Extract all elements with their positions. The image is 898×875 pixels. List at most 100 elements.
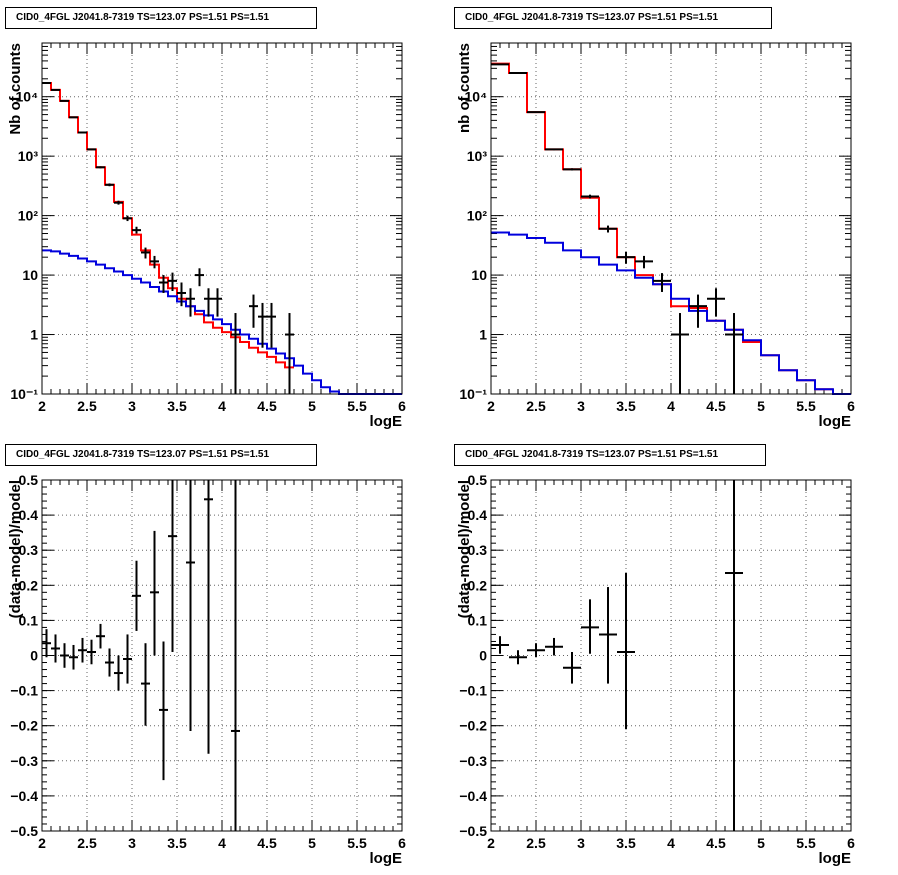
- data-point: [707, 288, 725, 317]
- x-axis-title: logE: [819, 850, 852, 867]
- x-tick-label: 4: [667, 398, 675, 414]
- data-point: [725, 313, 743, 394]
- data-point: [581, 599, 599, 654]
- data-point: [545, 148, 563, 151]
- counts-chart-left: 2 2.5 3 3.5 4 4.5 5 5.5 6 10⁻¹ 1 10 10² 10³ 10⁴ logE Nb …: [7, 42, 406, 430]
- x-tick-label: 2: [38, 398, 46, 414]
- x-tick-label: 3.5: [167, 398, 187, 414]
- x-tick-label: 4.5: [706, 398, 726, 414]
- y-tick-label: −0.4: [459, 788, 487, 804]
- y-tick-label: −0.5: [459, 823, 487, 839]
- x-tick-label: 2: [487, 398, 495, 414]
- data-point: [635, 255, 653, 269]
- data-point: [563, 168, 581, 171]
- x-tick-label: 4.5: [706, 835, 726, 851]
- data-point: [150, 255, 159, 269]
- y-tick-label: −0.1: [10, 683, 38, 699]
- data-point: [168, 480, 177, 652]
- x-tick-label: 5.5: [347, 398, 367, 414]
- data-point: [671, 313, 689, 394]
- plot-frame: [41, 42, 403, 395]
- data-point: [96, 166, 105, 169]
- x-tick-label: 3: [577, 835, 585, 851]
- data-point: [204, 288, 213, 317]
- y-tick-label: 0.1: [19, 612, 39, 628]
- data-point: [267, 302, 276, 348]
- data-point: [617, 251, 635, 264]
- data-point: [231, 480, 240, 831]
- x-tick-label: 4: [218, 398, 226, 414]
- y-tick-label: 10⁴: [465, 89, 488, 105]
- pad-bottom-left: 2 2.5 3 3.5 4 4.5 5 5.5 6 −0.5 −0.4 −0.3 −0.2 −0.1 0 0.…: [0, 437, 449, 875]
- x-axis-title: logE: [370, 413, 403, 430]
- x-tick-label: 5.5: [796, 835, 816, 851]
- data-point: [159, 641, 168, 781]
- x-tick-label: 5: [308, 835, 316, 851]
- data-point: [159, 275, 168, 293]
- y-tick-label: 0.4: [19, 507, 39, 523]
- x-tick-label: 3: [128, 835, 136, 851]
- data-point: [599, 587, 617, 684]
- x-tick-label: 3.5: [616, 398, 636, 414]
- data-point: [141, 643, 150, 726]
- y-tick-label: −0.4: [10, 788, 38, 804]
- y-tick-label: 0.2: [19, 577, 39, 593]
- counts-chart-right: 2 2.5 3 3.5 4 4.5 5 5.5 6 10⁻¹ 1 10 10² 10³ 10⁴ logE nb …: [456, 42, 855, 430]
- data-point: [69, 116, 78, 119]
- data-point: [96, 623, 105, 649]
- chart-title: CID0_4FGL J2041.8-7319 TS=123.07 PS=1.51…: [5, 7, 317, 29]
- x-tick-label: 5: [757, 835, 765, 851]
- x-tick-label: 2.5: [526, 835, 546, 851]
- data-point: [123, 634, 132, 684]
- data-point: [51, 88, 60, 91]
- data-point: [168, 272, 177, 291]
- data-point: [69, 644, 78, 670]
- data-point: [527, 111, 545, 114]
- data-point: [186, 288, 195, 317]
- y-tick-label: −0.2: [10, 718, 38, 734]
- y-tick-label: −0.3: [459, 753, 487, 769]
- data-point: [114, 200, 123, 205]
- y-tick-label: 10⁻¹: [459, 386, 487, 402]
- x-tick-label: 6: [398, 835, 406, 851]
- x-tick-label: 6: [847, 835, 855, 851]
- x-tick-label: 4: [667, 835, 675, 851]
- y-tick-label: −0.2: [459, 718, 487, 734]
- data-point: [177, 282, 186, 307]
- y-tick-label: −0.5: [10, 823, 38, 839]
- x-tick-label: 3.5: [616, 835, 636, 851]
- data-point: [105, 183, 114, 187]
- data-point: [249, 294, 258, 328]
- x-tick-label: 2: [38, 835, 46, 851]
- data-point: [725, 480, 743, 831]
- data-point: [285, 313, 294, 394]
- y-tick-label: 10: [471, 267, 487, 283]
- data-point: [123, 215, 132, 222]
- data-point: [132, 226, 141, 234]
- data-point: [87, 639, 96, 665]
- y-tick-label: 0.3: [19, 542, 39, 558]
- chart-title: CID0_4FGL J2041.8-7319 TS=123.07 PS=1.51…: [454, 444, 766, 466]
- x-tick-label: 6: [847, 398, 855, 414]
- y-tick-label: −0.3: [10, 753, 38, 769]
- y-tick-label: 0.5: [468, 472, 488, 488]
- x-tick-label: 2.5: [77, 398, 97, 414]
- residual-chart-left: 2 2.5 3 3.5 4 4.5 5 5.5 6 −0.5 −0.4 −0.3 −0.2 −0.1 0 0.…: [7, 472, 406, 867]
- residual-chart-right: 2 2.5 3 3.5 4 4.5 5 5.5 6 −0.5 −0.4 −0.3 −0.2 −0.1 0 0.…: [456, 472, 855, 867]
- data-point: [114, 655, 123, 691]
- chart-title: CID0_4FGL J2041.8-7319 TS=123.07 PS=1.51…: [5, 444, 317, 466]
- x-tick-label: 5: [757, 398, 765, 414]
- data-point: [545, 637, 563, 656]
- plot-frame: [41, 479, 403, 832]
- y-tick-label: 0.1: [468, 612, 488, 628]
- y-axis-title: nb of counts: [456, 43, 473, 133]
- total-model-histogram: [42, 82, 294, 369]
- data-point: [527, 643, 545, 658]
- y-tick-label: 10⁴: [16, 89, 39, 105]
- x-tick-label: 3: [128, 398, 136, 414]
- background-model-histogram: [491, 231, 851, 395]
- data-point: [213, 288, 222, 317]
- x-tick-label: 6: [398, 398, 406, 414]
- x-tick-label: 4.5: [257, 835, 277, 851]
- data-point: [42, 629, 51, 658]
